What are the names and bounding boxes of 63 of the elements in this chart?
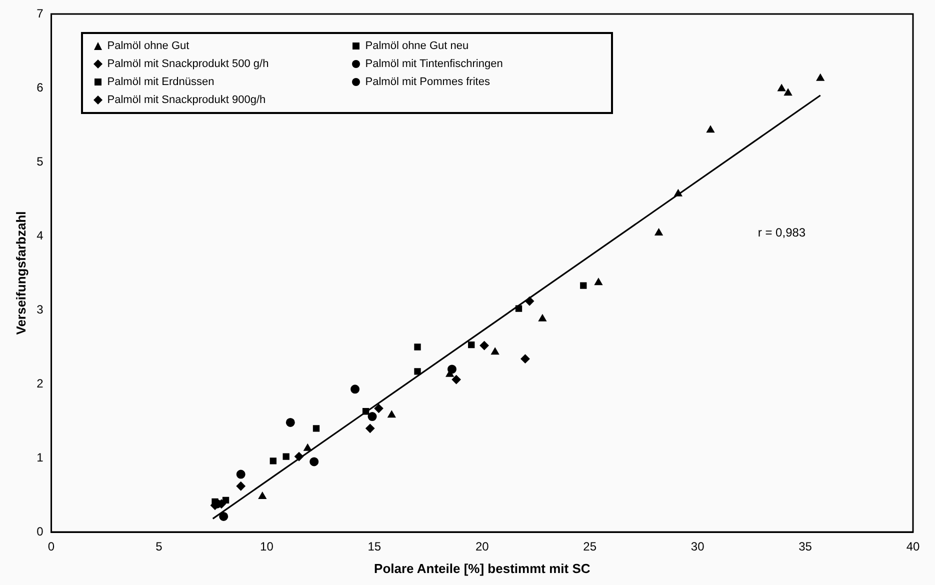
point — [236, 470, 246, 479]
annotation: r = 0,983 — [758, 226, 806, 240]
x-tick-label: 10 — [260, 540, 274, 554]
y-tick-label: 5 — [36, 154, 44, 168]
point — [304, 444, 312, 451]
x-tick-label: 5 — [156, 540, 163, 554]
x-tick-label: 15 — [368, 540, 382, 554]
point — [258, 492, 266, 499]
x-tick-label: 35 — [798, 540, 812, 554]
point — [580, 282, 587, 289]
point — [362, 408, 370, 415]
point — [366, 424, 375, 433]
point — [368, 412, 377, 422]
y-tick-label: 3 — [36, 302, 44, 316]
point — [594, 278, 602, 286]
point — [816, 74, 824, 81]
point — [468, 341, 475, 348]
point — [312, 425, 320, 432]
legend-label: Palmöl mit Pommes frites — [365, 76, 490, 88]
point — [480, 341, 489, 350]
y-tick-label: 4 — [36, 228, 44, 242]
point — [286, 418, 295, 427]
y-tick-label: 2 — [36, 376, 44, 390]
point — [294, 452, 304, 462]
point — [525, 296, 534, 306]
y-axis-title: Verseifungsfarbzahl — [13, 211, 28, 335]
x-axis-title: Polare Anteile [%] bestimmt mit SC — [374, 560, 591, 576]
point — [520, 354, 530, 364]
point — [414, 344, 421, 350]
point — [270, 458, 276, 464]
point — [784, 88, 792, 96]
point — [452, 375, 461, 384]
point — [515, 305, 522, 312]
x-tick-label: 40 — [906, 540, 920, 554]
point — [374, 404, 384, 413]
legend-label: Palmöl mit Snackprodukt 500 g/h — [107, 58, 269, 70]
point — [236, 482, 246, 491]
y-tick-label: 7 — [36, 6, 44, 20]
point — [282, 453, 290, 460]
point — [219, 512, 228, 521]
legend-label: Palmöl mit Erdnüssen — [107, 76, 214, 88]
legend-label: Palmöl ohne Gut — [107, 40, 190, 52]
point — [491, 348, 500, 355]
point — [350, 384, 360, 394]
point — [388, 410, 396, 418]
y-tick-label: 0 — [36, 524, 44, 538]
x-tick-label: 25 — [583, 540, 597, 554]
x-tick-label: 30 — [690, 540, 705, 554]
legend-label: Palmöl mit Tintenfischringen — [365, 58, 503, 70]
point — [222, 496, 230, 504]
y-tick-label: 6 — [36, 80, 44, 94]
point — [706, 126, 714, 133]
y-tick-label: 1 — [36, 450, 44, 464]
point — [778, 84, 786, 92]
legend-label: Palmöl ohne Gut neu — [365, 40, 469, 52]
point — [538, 314, 546, 322]
x-tick-label: 0 — [48, 540, 55, 554]
x-tick-label: 20 — [475, 540, 490, 554]
point — [310, 457, 319, 466]
point — [674, 189, 682, 196]
point — [414, 368, 421, 375]
legend-label: Palmöl mit Snackprodukt 900g/h — [107, 94, 266, 106]
point — [654, 228, 663, 236]
